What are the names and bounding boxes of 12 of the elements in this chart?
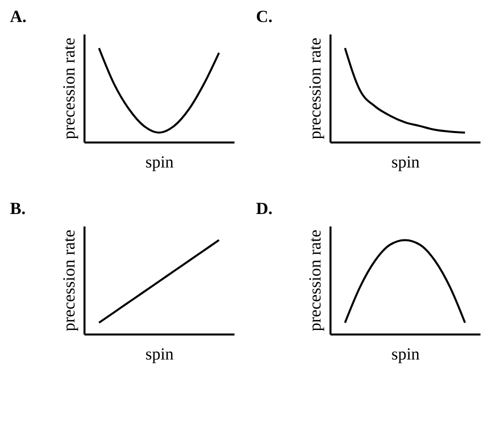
x-axis-title: spin bbox=[145, 344, 174, 364]
chart-title: B. bbox=[10, 199, 26, 218]
chart-title: A. bbox=[10, 7, 27, 26]
y-axis-title: precession rate bbox=[306, 38, 324, 140]
y-axis-title: precession rate bbox=[306, 230, 324, 332]
y-axis-title: precession rate bbox=[60, 38, 78, 140]
x-axis-title: spin bbox=[391, 344, 420, 364]
x-axis-title: spin bbox=[391, 152, 420, 172]
y-axis-title: precession rate bbox=[60, 230, 78, 332]
chart-title: D. bbox=[256, 199, 273, 218]
x-axis-title: spin bbox=[145, 152, 174, 172]
chart-title: C. bbox=[256, 7, 273, 26]
